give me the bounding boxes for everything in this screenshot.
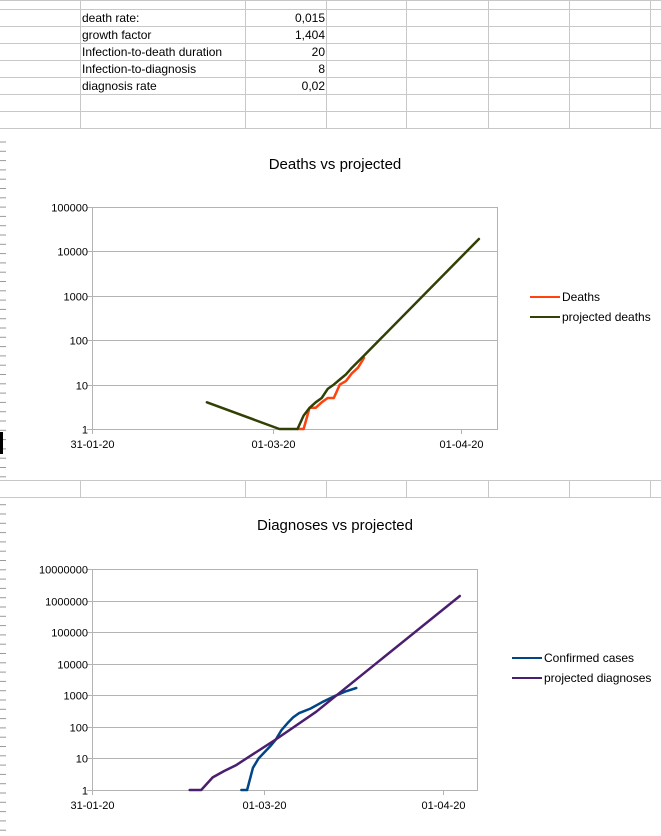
x-tick-label: 31-01-20	[70, 439, 114, 451]
y-tick-label: 10000000	[39, 565, 88, 577]
cell-value-infection-to-death[interactable]: 20	[311, 45, 325, 59]
legend-item-projected-deaths: projected deaths	[530, 310, 660, 324]
y-tick-label: 100000	[51, 628, 88, 640]
y-tick-label: 10000	[57, 247, 88, 259]
plot-area	[92, 569, 478, 791]
legend-item-confirmed-cases: Confirmed cases	[512, 651, 660, 665]
cell-label-diagnosis-rate[interactable]: diagnosis rate	[82, 79, 157, 93]
legend-label-deaths: Deaths	[562, 290, 601, 304]
legend-swatch-projected-deaths	[530, 316, 560, 318]
series-line-confirmed-cases	[240, 686, 358, 792]
cell-value-growth-factor[interactable]: 1,404	[294, 28, 325, 42]
legend-item-deaths: Deaths	[530, 290, 660, 304]
cell-value-death-rate[interactable]: 0,015	[294, 11, 325, 25]
legend-label-projected-deaths: projected deaths	[562, 310, 651, 324]
y-tick-label: 10000	[57, 660, 88, 672]
deaths-chart-title: Deaths vs projected	[268, 156, 402, 173]
legend-swatch-deaths	[530, 296, 560, 298]
cell-label-growth-factor[interactable]: growth factor	[82, 28, 152, 42]
x-tick-label: 01-04-20	[439, 439, 483, 451]
series-line-deaths	[296, 356, 366, 431]
legend-label-projected-diagnoses: projected diagnoses	[544, 671, 652, 685]
series-line-projected-diagnoses	[188, 594, 462, 792]
legend-label-confirmed-cases: Confirmed cases	[544, 651, 635, 665]
cell-label-infection-to-diagnosis[interactable]: Infection-to-diagnosis	[82, 62, 197, 76]
legend-item-projected-diagnoses: projected diagnoses	[512, 671, 660, 685]
x-tick-label: 01-04-20	[421, 800, 465, 812]
series-line-projected-deaths	[205, 237, 481, 431]
x-tick-label: 31-01-20	[70, 800, 114, 812]
cell-value-diagnosis-rate[interactable]: 0,02	[301, 79, 325, 93]
y-tick-label: 10	[76, 754, 88, 766]
y-tick-label: 100	[70, 723, 88, 735]
x-tick-label: 01-03-20	[242, 800, 286, 812]
y-tick-label: 1	[82, 425, 88, 437]
cell-label-death-rate[interactable]: death rate:	[82, 11, 140, 25]
y-tick-label: 10	[76, 381, 88, 393]
y-tick-label: 1	[82, 786, 88, 798]
cell-value-infection-to-diagnosis[interactable]: 8	[318, 62, 325, 76]
y-tick-label: 100000	[51, 203, 88, 215]
y-tick-label: 1000	[64, 292, 88, 304]
legend-swatch-confirmed-cases	[512, 657, 542, 659]
y-tick-label: 1000	[64, 691, 88, 703]
legend-swatch-projected-diagnoses	[512, 677, 542, 679]
diagnoses-chart-title: Diagnoses vs projected	[257, 517, 413, 534]
y-tick-label: 1000000	[45, 597, 88, 609]
x-tick-label: 01-03-20	[251, 439, 295, 451]
y-tick-label: 100	[70, 336, 88, 348]
cell-label-infection-to-death[interactable]: Infection-to-death duration	[82, 45, 223, 59]
